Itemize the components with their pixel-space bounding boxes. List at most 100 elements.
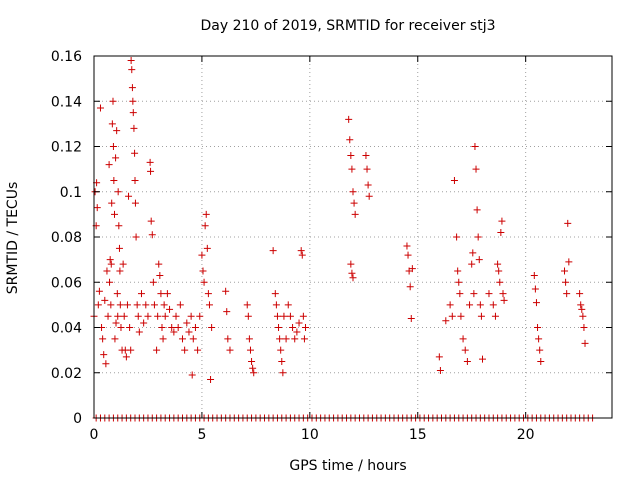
data-point	[107, 301, 115, 309]
data-point	[364, 181, 372, 189]
data-point	[114, 312, 122, 320]
data-point	[461, 346, 469, 354]
data-point	[454, 267, 462, 275]
data-point	[535, 335, 543, 343]
data-point	[132, 233, 140, 241]
data-point	[140, 319, 148, 327]
data-point	[111, 335, 119, 343]
data-point	[578, 305, 586, 313]
data-point	[494, 260, 502, 268]
data-point	[161, 312, 169, 320]
axis-ticks	[93, 55, 612, 419]
y-tick-label: 0.02	[51, 366, 82, 382]
y-tick-label: 0.1	[60, 185, 82, 201]
data-point	[131, 176, 139, 184]
y-tick-label: 0	[73, 411, 82, 427]
data-point	[469, 249, 477, 257]
data-point	[176, 301, 184, 309]
data-point	[475, 256, 483, 264]
data-point	[349, 188, 357, 196]
data-point	[95, 287, 103, 295]
data-point	[120, 312, 128, 320]
data-point	[133, 301, 141, 309]
data-point	[468, 260, 476, 268]
data-point	[300, 335, 308, 343]
data-point	[93, 204, 101, 212]
data-point	[102, 360, 110, 368]
data-point	[96, 104, 104, 112]
data-point	[346, 136, 354, 144]
data-point	[116, 301, 124, 309]
data-point	[577, 301, 585, 309]
data-point	[273, 312, 281, 320]
data-point	[243, 301, 251, 309]
data-point	[113, 127, 121, 135]
data-point	[122, 353, 130, 361]
y-tick-labels: 0 0.02 0.04 0.06 0.08 0.1 0.12 0.14 0.16	[51, 49, 82, 427]
data-point	[282, 335, 290, 343]
data-point	[347, 152, 355, 160]
data-point	[183, 319, 191, 327]
data-point	[226, 346, 234, 354]
data-point	[466, 301, 474, 309]
data-point	[109, 97, 117, 105]
data-point	[293, 328, 301, 336]
data-point	[163, 290, 171, 298]
data-point	[474, 233, 482, 241]
grid-lines	[94, 56, 612, 418]
data-point	[113, 290, 121, 298]
data-point	[191, 324, 199, 331]
data-point	[112, 319, 120, 327]
data-point	[127, 346, 135, 354]
data-point	[130, 124, 138, 132]
y-tick-label: 0.04	[51, 321, 82, 337]
data-point	[100, 351, 108, 359]
data-point	[107, 260, 115, 268]
data-point	[277, 346, 285, 354]
data-point	[119, 260, 127, 268]
data-point	[250, 369, 258, 377]
data-point	[188, 371, 196, 379]
data-point	[576, 290, 584, 298]
data-point	[208, 324, 216, 331]
data-point	[299, 312, 307, 320]
data-point	[114, 188, 122, 196]
data-point	[471, 143, 479, 150]
data-point	[144, 312, 152, 320]
x-tick-label: 10	[301, 427, 319, 443]
data-point	[201, 222, 209, 230]
data-point	[128, 66, 136, 74]
data-point	[115, 222, 123, 230]
data-point	[269, 247, 277, 255]
data-point	[579, 312, 587, 320]
data-point	[537, 357, 545, 365]
data-point	[123, 301, 131, 309]
data-point	[245, 335, 253, 343]
data-point	[472, 165, 480, 173]
x-tick-labels: 0 5 10 15 20	[90, 427, 535, 443]
data-point	[291, 335, 299, 343]
data-point	[131, 149, 139, 157]
data-point	[407, 314, 415, 322]
data-point	[137, 290, 145, 298]
y-tick-label: 0.08	[51, 230, 82, 246]
data-points	[90, 57, 597, 422]
data-point	[154, 312, 162, 320]
data-point	[280, 312, 288, 320]
data-point	[172, 312, 180, 320]
x-tick-label: 15	[409, 427, 427, 443]
data-point	[116, 267, 124, 275]
data-point	[563, 290, 571, 298]
data-point	[207, 376, 215, 384]
data-point	[155, 260, 163, 268]
data-point	[476, 301, 484, 309]
data-point	[159, 335, 167, 343]
data-point	[499, 290, 507, 298]
data-point	[205, 301, 213, 309]
data-point	[101, 296, 109, 304]
data-point	[295, 319, 303, 327]
data-point	[148, 231, 156, 239]
data-point	[223, 308, 231, 316]
data-point	[348, 165, 356, 173]
data-point	[115, 244, 123, 252]
